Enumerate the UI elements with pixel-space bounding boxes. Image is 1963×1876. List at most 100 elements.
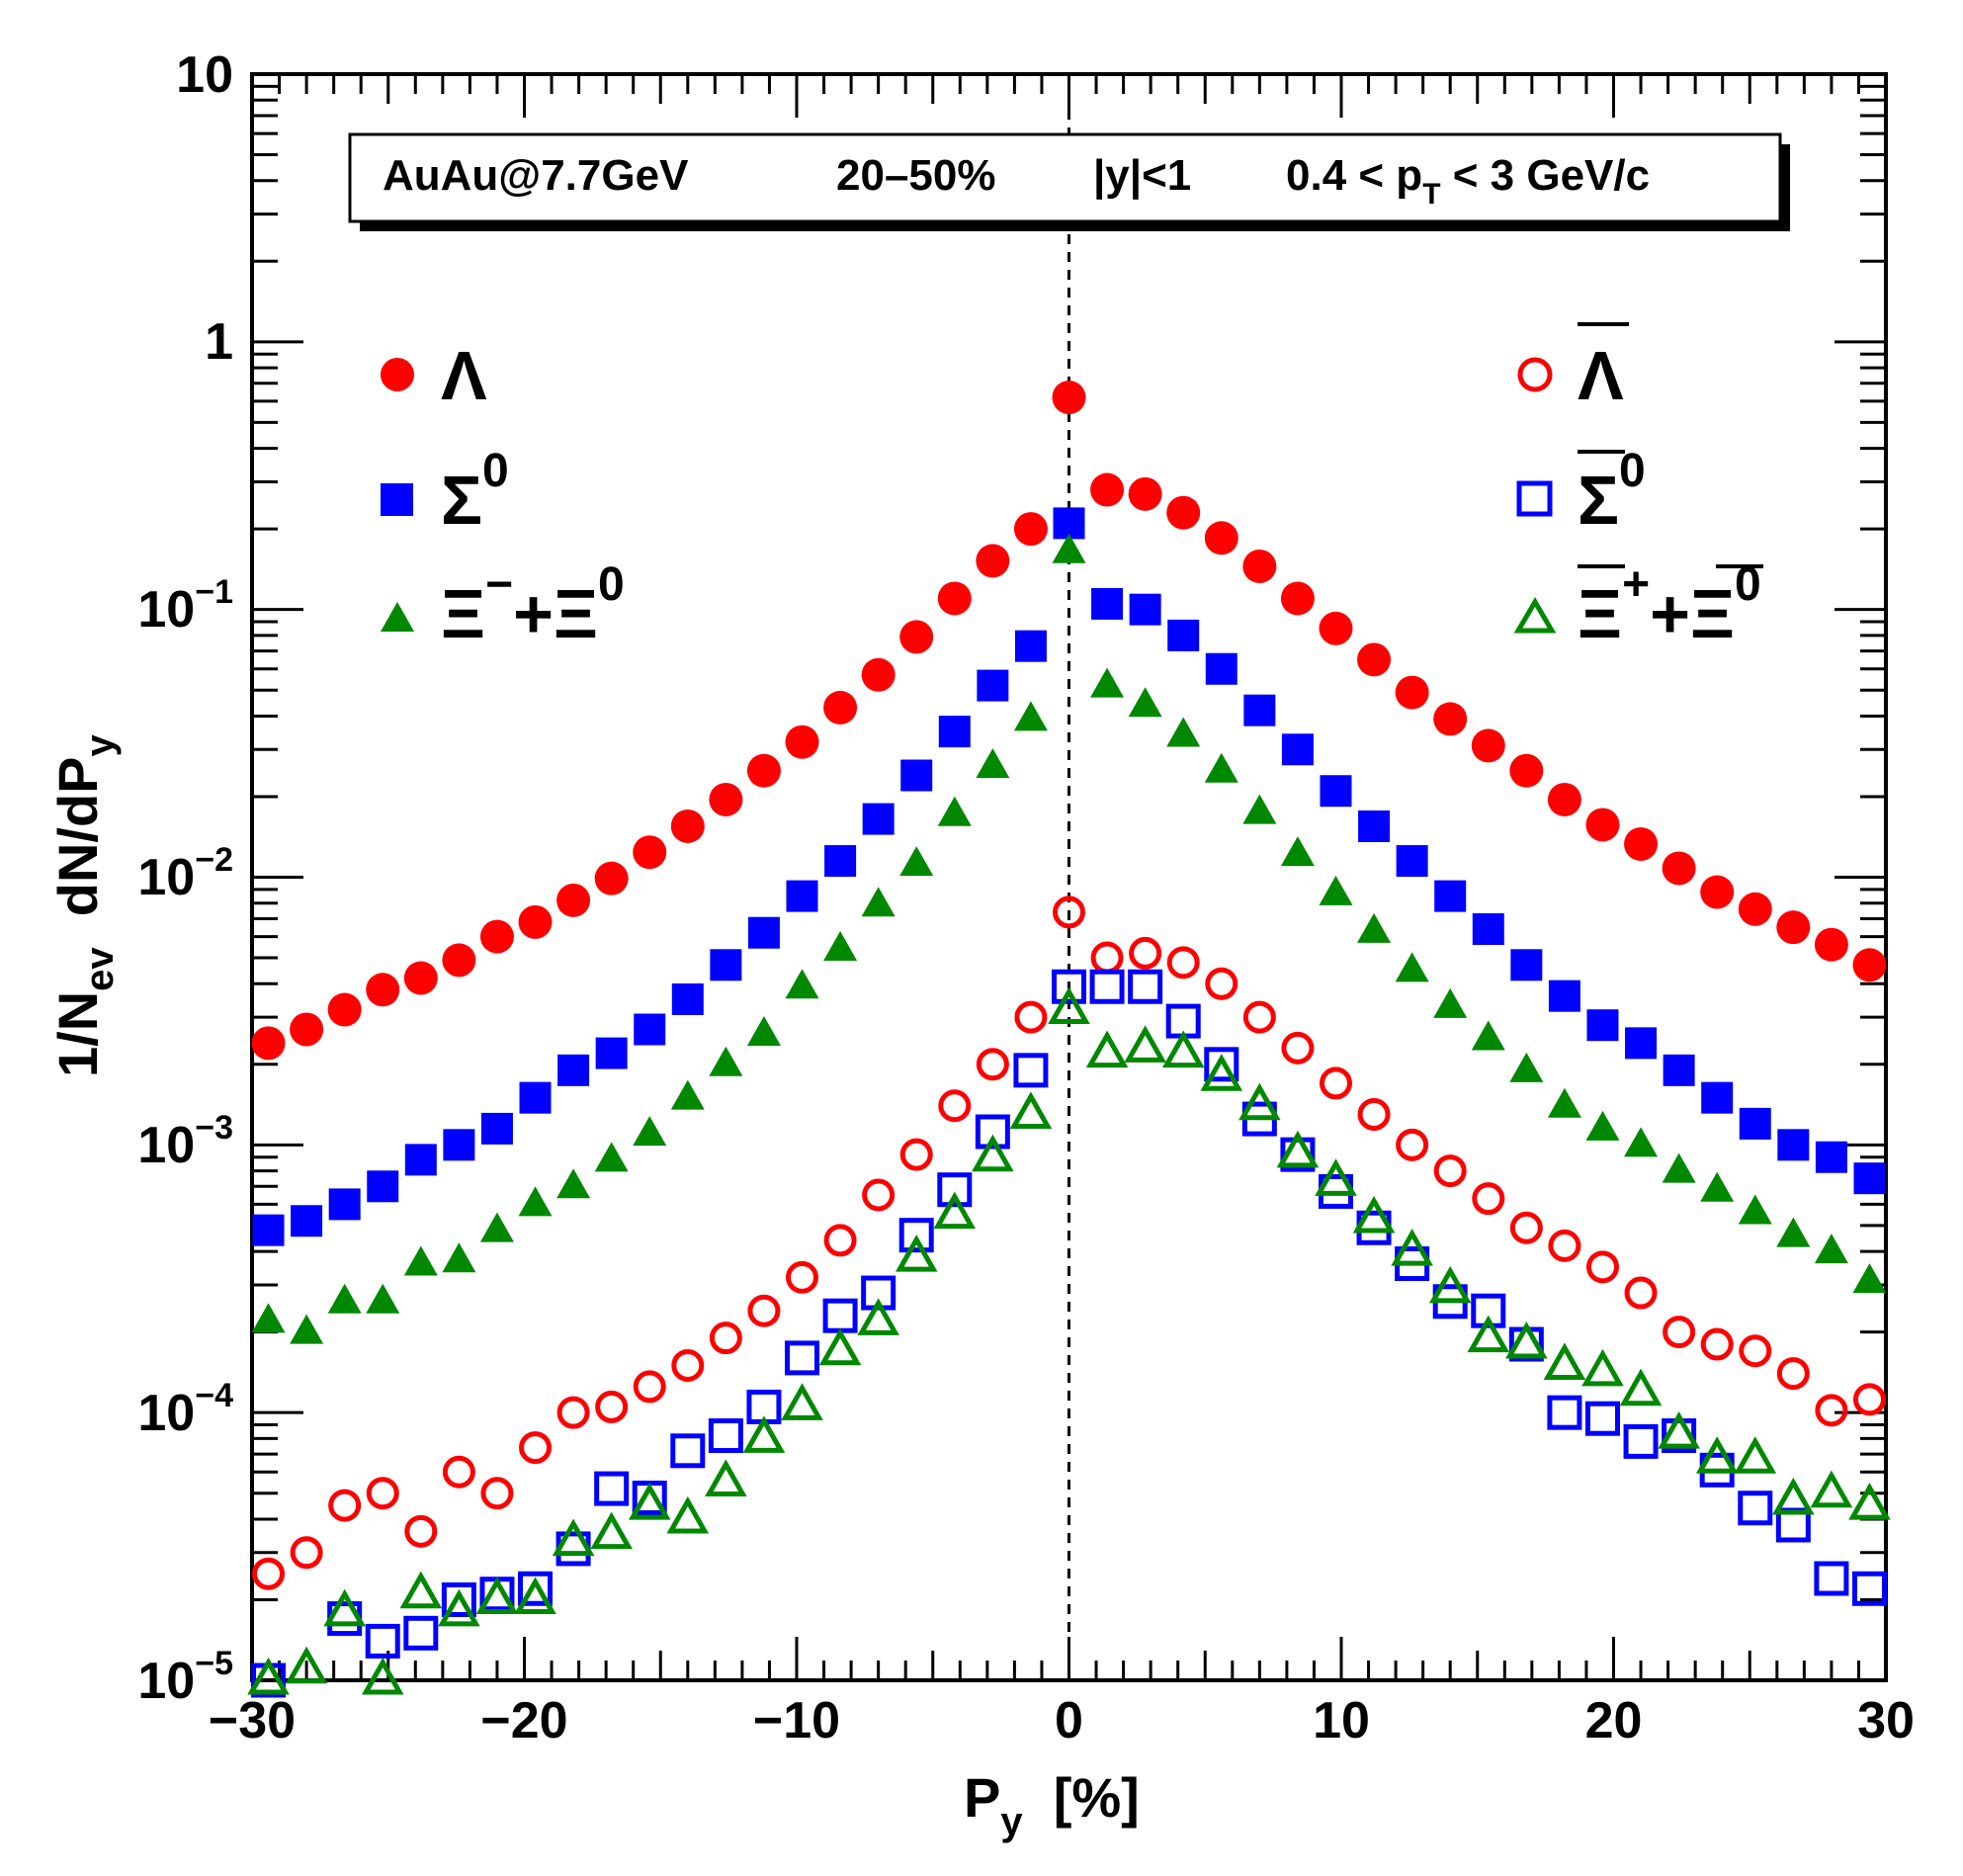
legend-label-xi-symbol: Ξ [441,575,485,652]
data-point-lambda [290,1012,324,1047]
data-point-xi [1128,687,1162,718]
data-point-xi [1662,1152,1696,1183]
data-point-lambda [823,690,858,725]
legend-label-antilambda: Λ [1578,337,1624,414]
data-point-antixi [895,1235,938,1272]
legend-left: Λ Σ0 Ξ−+Ξ0 [381,337,625,652]
data-point-xi [1013,701,1048,731]
data-point-antisigma0 [1547,1395,1582,1430]
data-point-antixi [323,1588,366,1627]
annotation-centrality: 20–50% [836,151,995,200]
data-point-lambda [1509,753,1544,788]
data-point-lambda [1357,642,1392,677]
legend-label-antixi-sup2: 0 [1735,558,1761,611]
y-tick-exp: −3 [195,1109,233,1147]
data-point-antilambda [1739,1334,1772,1368]
data-point-antisigma0 [1128,969,1163,1004]
data-point-xi [1852,1263,1887,1294]
data-point-xi [1090,667,1125,698]
y-tick-base: 10 [176,46,233,104]
data-point-antisigma0 [1471,1293,1506,1328]
legend-marker-antisigma0 [1516,480,1553,517]
data-point-lambda [327,992,362,1027]
data-point-lambda [1585,808,1620,842]
legend-label-sigma0-symbol: Σ [441,462,482,539]
data-point-lambda [709,782,743,816]
data-point-antisigma0 [1052,969,1086,1004]
series-xi [251,533,1887,1344]
data-point-lambda [442,943,476,978]
data-point-antilambda [1509,1211,1543,1244]
data-point-antilambda [328,1489,362,1522]
data-point-antixi [285,1646,328,1684]
data-point-xi [1395,952,1429,982]
data-point-xi [937,796,972,826]
legend-label-antisigma0-symbol: Σ [1578,462,1619,539]
data-point-sigma0 [977,669,1009,702]
data-point-antixi [1772,1477,1815,1515]
data-point-antilambda [786,1260,819,1294]
annotation-pt-suffix: < 3 GeV/c [1441,151,1651,200]
data-point-antixi [933,1191,977,1230]
data-point-antisigma0 [708,1418,743,1454]
y-tick-labels: 10−5 10−4 10−3 10−2 10−1 1 10 [137,46,233,1710]
data-point-sigma0 [1510,949,1543,981]
data-point-lambda [594,861,629,895]
legend-marker-lambda [381,358,414,391]
legend-label-antisigma0-sup: 0 [1619,445,1646,497]
legend-label-antixi-symbol2: Ξ [1690,575,1735,652]
data-point-antixi [247,1657,290,1695]
data-point-sigma0 [367,1170,399,1203]
data-point-antilambda [823,1224,857,1257]
data-point-antilambda [1776,1357,1810,1391]
data-point-sigma0 [1701,1081,1734,1114]
data-point-sigma0 [1815,1141,1847,1173]
y-axis-label-b-sub: y [78,733,122,756]
data-point-lambda [670,809,705,843]
data-point-antilambda [1433,1154,1467,1188]
data-point-antilambda [366,1477,399,1510]
data-point-xi [1814,1234,1848,1264]
data-point-sigma0 [1396,845,1428,878]
data-point-antilambda [709,1322,742,1355]
data-point-antixi [1276,1130,1320,1168]
data-point-sigma0 [443,1129,475,1161]
data-point-antixi [705,1459,747,1496]
data-point-xi [709,1046,743,1076]
data-point-xi [1319,875,1353,905]
data-point-antilambda [1663,1316,1696,1349]
data-point-antilambda [1242,1000,1276,1034]
legend-label-antisigma0: Σ0 [1578,445,1646,539]
y-tick-label: 10 [176,46,233,104]
data-point-xi [556,1168,591,1199]
data-point-lambda [403,961,438,995]
data-point-antisigma0 [518,1571,554,1606]
data-point-antixi [552,1518,595,1557]
data-point-antisigma0 [670,1433,706,1469]
data-point-sigma0 [1663,1054,1695,1086]
data-point-antixi [1048,986,1090,1025]
data-point-sigma0 [1320,775,1352,808]
data-point-antixi [361,1657,404,1695]
data-point-lambda [1433,702,1468,736]
data-point-antilambda [1129,936,1162,970]
data-point-antixi [1200,1054,1243,1091]
x-axis-label-unit: [%] [1023,1766,1140,1829]
x-tick-labels: −30 −20 −10 0 10 20 30 [209,1692,1915,1749]
legend-label-antixi-plus: + [1650,575,1690,652]
y-tick-base: 10 [137,1117,195,1174]
data-point-lambda [251,1026,286,1061]
data-point-sigma0 [634,1013,666,1046]
data-point-sigma0 [862,803,895,835]
data-point-lambda [633,835,667,870]
data-point-sigma0 [1167,619,1200,651]
data-point-xi [1776,1217,1811,1247]
y-tick-label: 10−5 [137,1645,233,1710]
data-point-antixi [972,1134,1014,1172]
data-point-sigma0 [747,916,780,949]
data-point-antisigma0 [1584,1401,1620,1436]
y-tick-label: 10−3 [137,1109,233,1174]
data-point-antixi [1315,1158,1357,1196]
data-point-sigma0 [900,759,933,792]
data-point-xi [1166,717,1201,747]
